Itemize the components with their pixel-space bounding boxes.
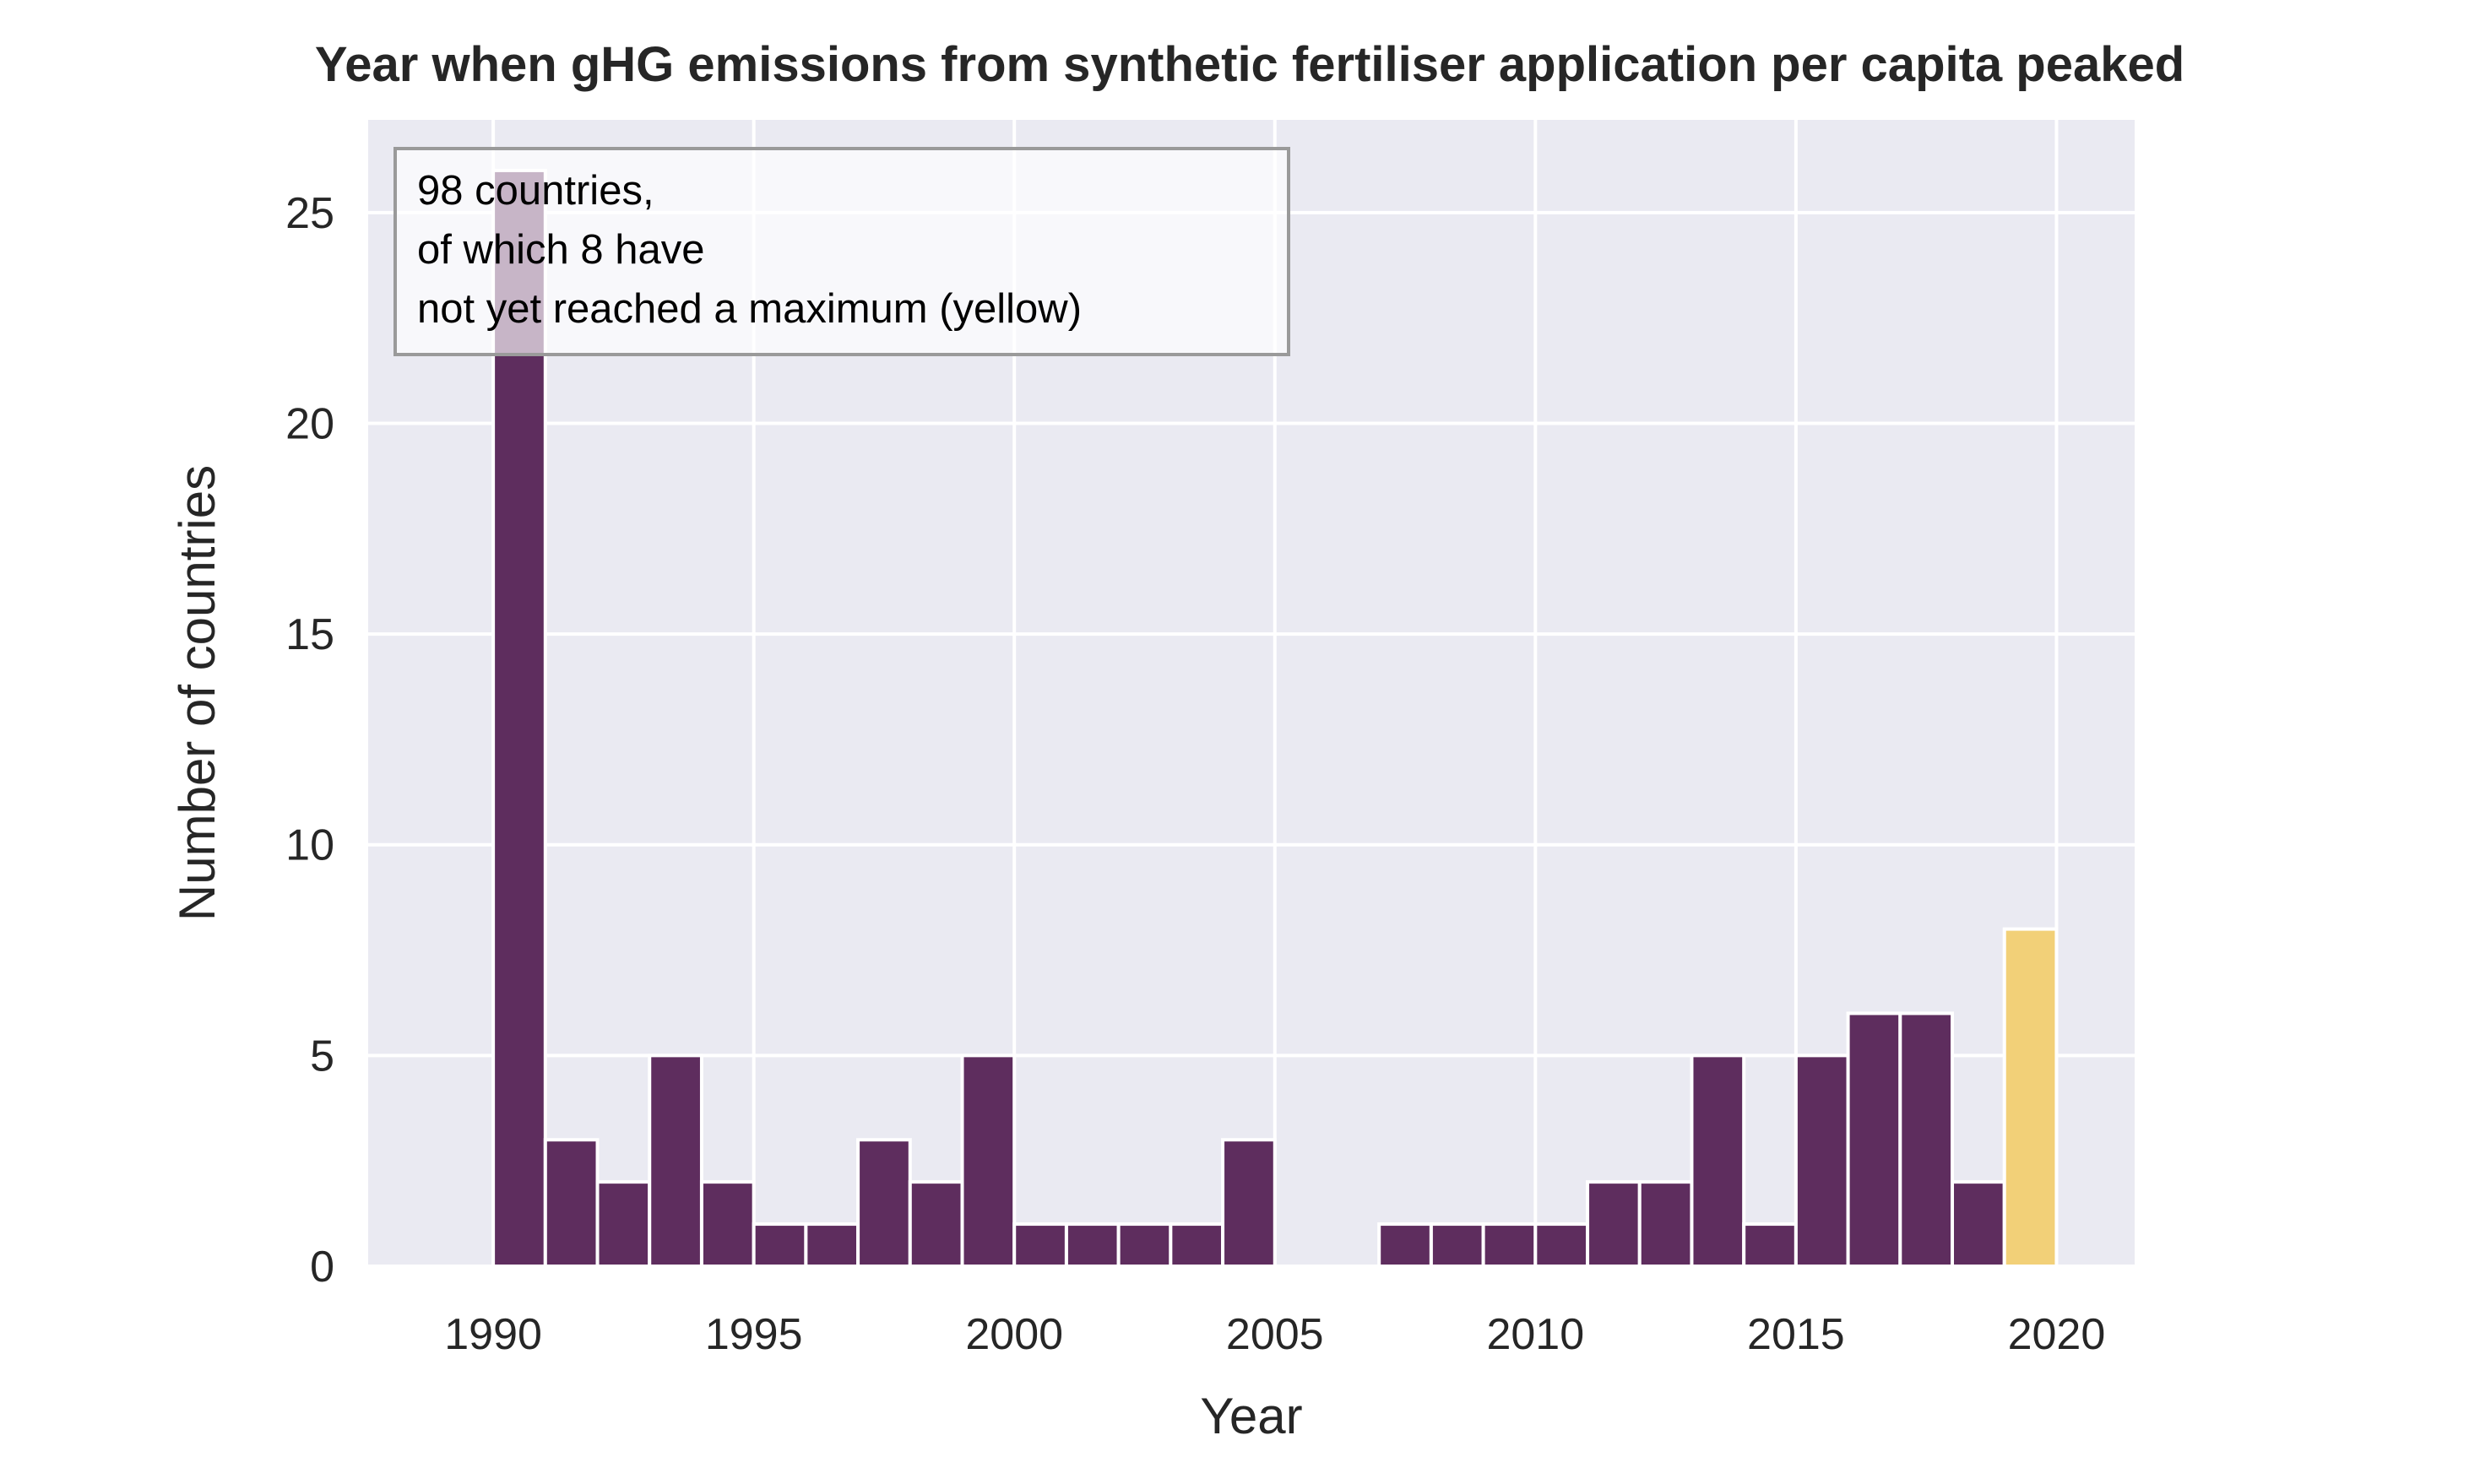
histogram-bar	[1846, 1011, 1902, 1268]
histogram-bar	[1481, 1222, 1538, 1268]
histogram-bar	[960, 1053, 1017, 1269]
histogram-bar	[1221, 1138, 1277, 1268]
histogram-bar	[648, 1053, 703, 1269]
histogram-bar	[908, 1180, 964, 1269]
y-tick-label: 15	[285, 610, 334, 659]
histogram-bar	[1533, 1222, 1590, 1268]
annotation-line: 98 countries,	[417, 168, 654, 214]
annotation-line: not yet reached a maximum (yellow)	[417, 286, 1082, 332]
y-tick-label: 20	[285, 399, 334, 448]
histogram-bar	[1064, 1222, 1121, 1268]
histogram-bar	[1116, 1222, 1173, 1268]
annotation-box: 98 countries, of which 8 have not yet re…	[393, 147, 1290, 356]
x-tick-label: 2005	[1226, 1310, 1324, 1359]
histogram-bar	[804, 1222, 860, 1268]
annotation-frame	[393, 147, 1290, 356]
histogram-bar	[752, 1222, 808, 1268]
x-tick-label: 2015	[1747, 1310, 1845, 1359]
x-tick-label: 1990	[444, 1310, 542, 1359]
histogram-bar	[1898, 1011, 1955, 1268]
y-tick-label: 25	[285, 189, 334, 238]
histogram-bar	[1690, 1053, 1746, 1269]
x-tick-label: 2020	[2008, 1310, 2106, 1359]
histogram-bar	[595, 1180, 652, 1269]
y-tick-label: 10	[285, 821, 334, 870]
histogram-bar	[1637, 1180, 1694, 1269]
histogram-bar	[543, 1138, 600, 1268]
y-axis-label: Number of countries	[169, 465, 225, 921]
histogram-bar	[1794, 1053, 1850, 1269]
chart-title: Year when gHG emissions from synthetic f…	[315, 37, 2184, 92]
histogram-bar	[1012, 1222, 1068, 1268]
histogram-bar	[2002, 927, 2059, 1269]
x-axis-label: Year	[1200, 1388, 1302, 1444]
x-tick-label: 1995	[705, 1310, 803, 1359]
histogram-bar	[856, 1138, 912, 1268]
histogram-bar	[1586, 1180, 1642, 1269]
y-tick-label: 5	[310, 1032, 334, 1081]
histogram-bar	[1742, 1222, 1798, 1268]
histogram-bar	[1951, 1180, 2006, 1269]
histogram-bar	[1169, 1222, 1225, 1268]
histogram-bar	[1377, 1222, 1433, 1268]
y-tick-labels: 0 5 10 15 20 25	[285, 189, 334, 1292]
histogram-bar	[699, 1180, 756, 1269]
x-tick-label: 2000	[965, 1310, 1063, 1359]
x-tick-labels: 1990 1995 2000 2005 2010 2015 2020	[444, 1310, 2105, 1359]
annotation-line: of which 8 have	[417, 227, 705, 273]
x-tick-label: 2010	[1486, 1310, 1584, 1359]
histogram-bar	[1429, 1222, 1485, 1268]
y-tick-label: 0	[310, 1243, 334, 1292]
